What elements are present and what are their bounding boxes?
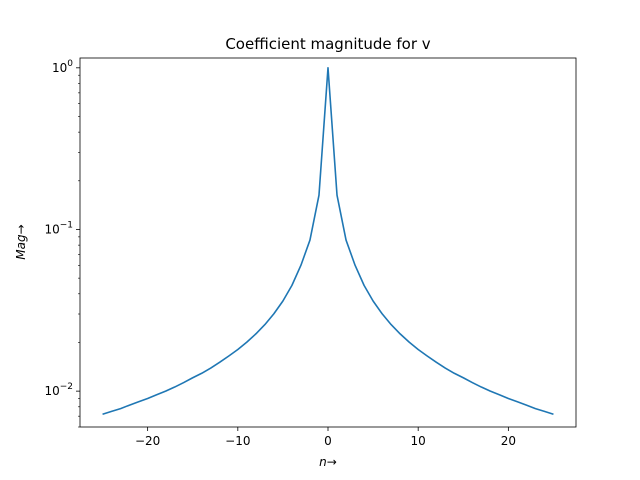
series-group <box>102 67 554 415</box>
chart-title: Coefficient magnitude for v <box>225 35 430 53</box>
y-axis-label: Mag→ <box>14 224 28 259</box>
x-ticks: −20 −10 0 10 20 <box>135 427 516 448</box>
y-ticks: 10−2 10−1 100 <box>44 59 80 428</box>
x-axis-label: n→ <box>319 455 337 469</box>
x-tick-label: 10 <box>411 434 426 448</box>
y-tick-label: 10−2 <box>44 382 73 398</box>
y-tick-label: 10−1 <box>44 220 73 236</box>
x-tick-label: −20 <box>135 434 160 448</box>
x-tick-label: −10 <box>225 434 250 448</box>
plot-frame <box>79 57 577 428</box>
x-tick-label: 0 <box>324 434 332 448</box>
x-tick-label: 20 <box>501 434 516 448</box>
y-tick-label: 100 <box>52 59 73 75</box>
series-line-0 <box>102 67 554 415</box>
